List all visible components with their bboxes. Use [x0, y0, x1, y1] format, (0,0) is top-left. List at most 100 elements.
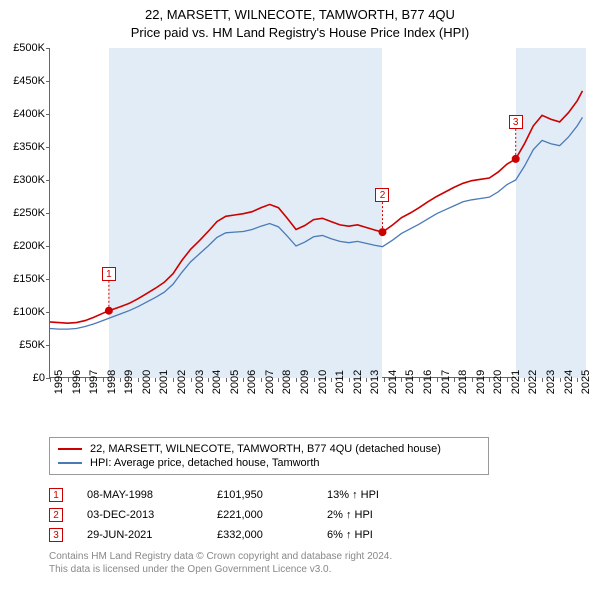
x-tick-mark [243, 378, 244, 382]
x-tick-mark [366, 378, 367, 382]
x-tick-label: 2002 [176, 370, 188, 394]
sales-price-1: £101,950 [217, 489, 327, 501]
x-tick-mark [489, 378, 490, 382]
y-tick-mark [46, 213, 50, 214]
x-tick-mark [472, 378, 473, 382]
sales-price-2: £221,000 [217, 509, 327, 521]
sale-marker-box: 3 [509, 115, 523, 129]
title-address: 22, MARSETT, WILNECOTE, TAMWORTH, B77 4Q… [0, 6, 600, 24]
x-tick-label: 2005 [229, 370, 241, 394]
y-tick-label: £300K [13, 174, 45, 186]
sales-hpi-2: 2% ↑ HPI [327, 509, 427, 521]
y-tick-label: £100K [13, 306, 45, 318]
x-tick-label: 2007 [264, 370, 276, 394]
x-tick-label: 2016 [422, 370, 434, 394]
sales-date-1: 08-MAY-1998 [87, 489, 217, 501]
x-tick-label: 2012 [352, 370, 364, 394]
legend-swatch-red [58, 448, 82, 450]
x-tick-mark [191, 378, 192, 382]
sales-price-3: £332,000 [217, 529, 327, 541]
sales-row-2: 2 03-DEC-2013 £221,000 2% ↑ HPI [49, 505, 427, 525]
sales-hpi-3: 6% ↑ HPI [327, 529, 427, 541]
x-tick-label: 2025 [580, 370, 592, 394]
sale-marker-box: 1 [102, 267, 116, 281]
footer-attribution: Contains HM Land Registry data © Crown c… [49, 550, 392, 576]
y-tick-label: £150K [13, 273, 45, 285]
x-tick-mark [507, 378, 508, 382]
x-tick-mark [278, 378, 279, 382]
x-tick-mark [437, 378, 438, 382]
x-tick-mark [85, 378, 86, 382]
sales-table: 1 08-MAY-1998 £101,950 13% ↑ HPI 2 03-DE… [49, 485, 427, 545]
x-tick-label: 2023 [545, 370, 557, 394]
y-tick-label: £50K [19, 339, 45, 351]
x-tick-label: 2017 [440, 370, 452, 394]
x-tick-label: 2004 [211, 370, 223, 394]
y-tick-mark [46, 180, 50, 181]
x-tick-mark [331, 378, 332, 382]
x-tick-label: 1999 [123, 370, 135, 394]
x-tick-mark [226, 378, 227, 382]
y-tick-label: £200K [13, 240, 45, 252]
y-tick-label: £450K [13, 75, 45, 87]
y-tick-mark [46, 48, 50, 49]
footer-line-2: This data is licensed under the Open Gov… [49, 563, 392, 576]
plot-region: 1 2 3 [49, 48, 585, 378]
x-tick-label: 2021 [510, 370, 522, 394]
x-tick-label: 2019 [475, 370, 487, 394]
y-tick-label: £0 [33, 372, 45, 384]
chart-area: 123 £0£50K£100K£150K£200K£250K£300K£350K… [49, 48, 585, 400]
x-tick-mark [68, 378, 69, 382]
y-tick-label: £400K [13, 108, 45, 120]
x-tick-label: 2001 [158, 370, 170, 394]
y-tick-mark [46, 312, 50, 313]
legend-item-blue: HPI: Average price, detached house, Tamw… [58, 456, 480, 470]
x-tick-mark [138, 378, 139, 382]
x-tick-label: 2008 [281, 370, 293, 394]
x-tick-label: 2011 [334, 370, 346, 394]
x-tick-label: 2010 [317, 370, 329, 394]
sales-hpi-1: 13% ↑ HPI [327, 489, 427, 501]
x-tick-label: 1998 [106, 370, 118, 394]
x-tick-mark [314, 378, 315, 382]
y-tick-label: £500K [13, 42, 45, 54]
x-tick-mark [208, 378, 209, 382]
x-tick-label: 1996 [71, 370, 83, 394]
x-tick-label: 2020 [492, 370, 504, 394]
chart-lines-svg [50, 48, 586, 378]
x-tick-mark [524, 378, 525, 382]
x-tick-label: 2024 [563, 370, 575, 394]
y-tick-mark [46, 147, 50, 148]
title-block: 22, MARSETT, WILNECOTE, TAMWORTH, B77 4Q… [0, 0, 600, 42]
x-tick-label: 2006 [246, 370, 258, 394]
sales-date-3: 29-JUN-2021 [87, 529, 217, 541]
legend-swatch-blue [58, 462, 82, 464]
x-tick-mark [401, 378, 402, 382]
x-tick-mark [577, 378, 578, 382]
x-tick-label: 2013 [369, 370, 381, 394]
sales-date-2: 03-DEC-2013 [87, 509, 217, 521]
x-tick-label: 2022 [527, 370, 539, 394]
x-tick-label: 2000 [141, 370, 153, 394]
x-tick-mark [542, 378, 543, 382]
x-tick-label: 1997 [88, 370, 100, 394]
sale-marker-box: 2 [375, 188, 389, 202]
sales-marker-3: 3 [49, 528, 63, 542]
y-tick-label: £250K [13, 207, 45, 219]
sales-marker-1: 1 [49, 488, 63, 502]
y-tick-mark [46, 114, 50, 115]
y-tick-mark [46, 81, 50, 82]
legend-label-blue: HPI: Average price, detached house, Tamw… [90, 457, 320, 469]
x-tick-label: 2018 [457, 370, 469, 394]
x-tick-mark [120, 378, 121, 382]
x-tick-mark [384, 378, 385, 382]
x-tick-label: 2009 [299, 370, 311, 394]
y-tick-label: £350K [13, 141, 45, 153]
x-tick-mark [173, 378, 174, 382]
footer-line-1: Contains HM Land Registry data © Crown c… [49, 550, 392, 563]
x-tick-mark [296, 378, 297, 382]
series-line [50, 91, 582, 323]
title-subtitle: Price paid vs. HM Land Registry's House … [0, 24, 600, 42]
x-tick-label: 1995 [53, 370, 65, 394]
x-tick-mark [261, 378, 262, 382]
